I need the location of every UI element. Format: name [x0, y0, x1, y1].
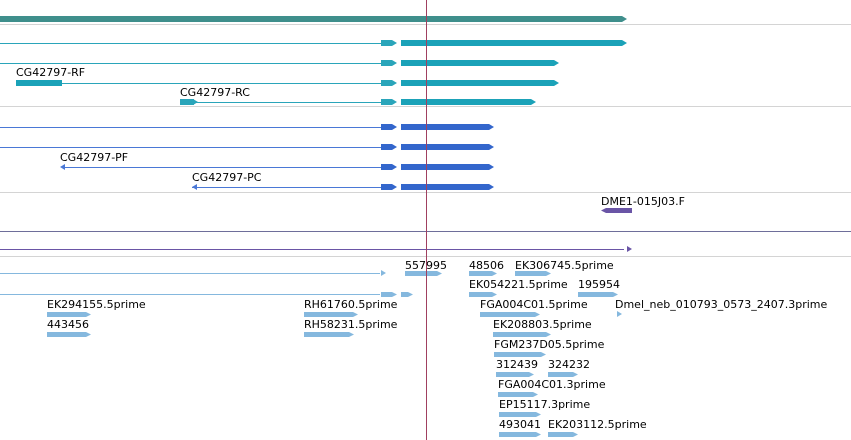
est-block-312439: [496, 372, 534, 377]
protein-exon-block: [401, 144, 494, 150]
est-block-443456: [47, 332, 91, 337]
est-label-443456: 443456: [47, 318, 89, 331]
protein-exon-block: [401, 124, 494, 130]
protein-label-pc: CG42797-PC: [192, 171, 262, 184]
est-arrow-dmel-neb: [617, 311, 622, 317]
est-label-ek208803: EK208803.5prime: [493, 318, 592, 331]
est-block-fga004c01-3: [498, 392, 538, 397]
est-block: [401, 292, 413, 297]
est-block-fga004c01-5: [480, 312, 540, 317]
est-block-195954: [578, 292, 618, 297]
protein-exon-block: [381, 164, 397, 170]
est-block-48506: [469, 271, 497, 276]
est-block-ek208803: [493, 332, 551, 337]
est-label-ek203112: EK203112.5prime: [548, 418, 647, 431]
transcript-cds-block: [401, 99, 536, 105]
transcript-rc-first-exon: [180, 99, 194, 105]
est-block-rh61760: [304, 312, 358, 317]
est-label-ek294155: EK294155.5prime: [47, 298, 146, 311]
transcript-label-rf: CG42797-RF: [16, 66, 86, 79]
est-block-324232: [548, 372, 578, 377]
est-block-ek294155: [47, 312, 91, 317]
est-label-fga004c01-3: FGA004C01.3prime: [498, 378, 606, 391]
transcript-utr-block: [381, 99, 397, 105]
est-block-ep15117: [499, 412, 541, 417]
transcript-utr-block: [381, 80, 397, 86]
est-label-ek306745: EK306745.5prime: [515, 259, 614, 272]
protein-exon-block: [381, 124, 397, 130]
transcript-rf-exon-block: [16, 80, 62, 86]
est-label-557995: 557995: [405, 259, 447, 272]
est-label-dmel-neb: Dmel_neb_010793_0573_2407.3prime: [615, 298, 828, 311]
est-label-fgm237d05: FGM237D05.5prime: [494, 338, 605, 351]
est-label-312439: 312439: [496, 358, 538, 371]
gene-span-bar: [0, 16, 627, 22]
clone-span-arrow: [627, 246, 632, 252]
transcript-cds-block: [401, 80, 559, 86]
est-label-rh61760: RH61760.5prime: [304, 298, 398, 311]
transcript-utr-block: [381, 60, 397, 66]
est-label-48506: 48506: [469, 259, 504, 272]
transcript-label-rc: CG42797-RC: [180, 86, 250, 99]
clone-label-dme1: DME1-015J03.F: [601, 195, 685, 208]
transcript-utr-block: [381, 40, 397, 46]
clone-block-dme1: [601, 208, 632, 213]
protein-exon-block: [381, 144, 397, 150]
est-block-ek054221: [469, 292, 497, 297]
est-label-324232: 324232: [548, 358, 590, 371]
est-block-557995: [405, 271, 442, 276]
protein-pf-start-arrow: [60, 164, 65, 170]
est-block-493041: [499, 432, 541, 437]
transcript-rc-start-arrow: [193, 99, 198, 105]
est-arrow: [381, 270, 386, 276]
est-block: [381, 292, 397, 297]
transcript-cds-block: [401, 40, 627, 46]
protein-label-pf: CG42797-PF: [60, 151, 129, 164]
est-block-ek203112: [548, 432, 578, 437]
est-label-fga004c01-5: FGA004C01.5prime: [480, 298, 588, 311]
protein-pc-start-arrow: [192, 184, 197, 190]
protein-exon-block: [401, 184, 494, 190]
est-label-rh58231: RH58231.5prime: [304, 318, 398, 331]
est-block-ek306745: [515, 271, 551, 276]
protein-exon-block: [401, 164, 494, 170]
est-block-fgm237d05: [494, 352, 546, 357]
est-block-rh58231: [304, 332, 354, 337]
est-label-ek054221: EK054221.5prime: [469, 278, 568, 291]
est-label-493041: 493041: [499, 418, 541, 431]
protein-exon-block: [381, 184, 397, 190]
est-label-195954: 195954: [578, 278, 620, 291]
est-label-ep15117: EP15117.3prime: [499, 398, 591, 411]
transcript-cds-block: [401, 60, 559, 66]
